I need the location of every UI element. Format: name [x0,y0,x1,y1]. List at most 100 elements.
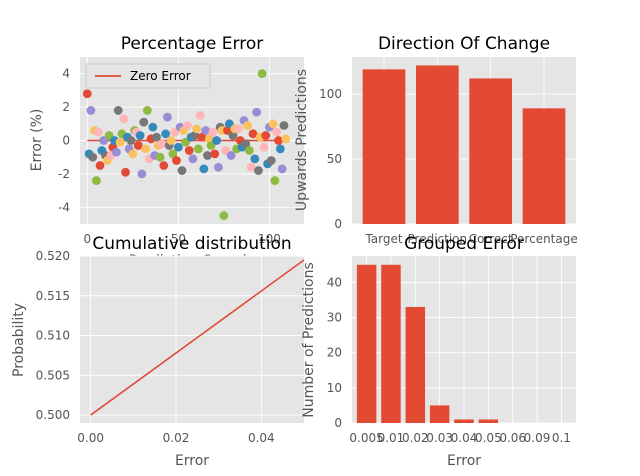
data-point [210,149,220,159]
data-point [270,176,280,185]
data-point [135,131,145,140]
data-point [183,121,192,130]
data-point [241,139,251,149]
x-tick-label: 0 [83,232,91,246]
panel-cumulative-distribution: 0.00 0.02 0.04 0.500 0.505 0.510 0.515 0.520 Cu… [11,234,305,469]
x-tick-label: 0.01 [378,431,405,445]
data-point [195,111,205,120]
y-tick-label: 0 [334,416,342,430]
data-point [190,131,200,140]
data-point [126,136,136,145]
x-tick-label: 50 [171,232,186,246]
x-tick-label: 0.03 [426,431,453,445]
data-point [261,131,271,140]
x-tick-label: Correct [469,232,513,246]
panel-grouped-error: 0102030400.0050.010.020.030.040.050.060.… [301,234,576,469]
y-tick-label: 50 [327,152,342,166]
x-axis-label: Error [175,453,209,469]
data-point [199,164,209,174]
bar [469,78,512,225]
x-axis-label: Error [447,453,481,469]
data-point [82,89,92,99]
x-tick-label: Percentage [510,232,578,246]
bar [405,306,426,423]
y-tick-label: -2 [58,167,70,181]
x-tick-label: 0.1 [552,431,571,445]
bar [381,264,401,423]
data-point [250,154,260,164]
y-tick-label: 30 [327,311,342,325]
bar [356,264,377,423]
x-tick-label: 100 [258,232,281,246]
data-point [188,154,198,164]
data-point [128,149,138,159]
y-tick-label: 0.520 [36,249,70,263]
data-point [91,176,101,185]
data-point [192,124,201,134]
data-point [142,106,152,115]
x-tick-label: 0.005 [349,431,383,445]
y-axis-label: Number of Predictions [301,262,317,417]
data-point [159,161,169,170]
data-point [201,126,211,135]
chart-title: Grouped Error [404,234,524,254]
data-point [277,164,287,174]
data-point [279,121,289,130]
data-point [197,132,207,142]
data-point [226,151,236,160]
data-point [275,144,285,154]
data-point [252,107,262,117]
data-point [121,167,130,177]
data-point [243,121,252,130]
y-axis-label: Probability [11,303,27,377]
x-tick-label: 0.05 [475,431,502,445]
y-tick-label: 0.510 [36,329,70,343]
data-point [137,169,147,179]
bar [429,405,450,423]
data-point [274,136,283,145]
data-point [161,129,170,139]
data-point [219,211,229,221]
y-axis-label: Error (%) [29,109,45,172]
y-tick-label: 2 [62,100,70,114]
data-point [152,132,161,142]
data-point [95,161,105,170]
x-tick-label: 0.02 [163,431,190,445]
data-point [168,149,178,159]
data-point [281,134,291,144]
chart-title: Cumulative distribution [92,234,291,254]
x-tick-label: 0.00 [77,431,104,445]
data-point [257,69,267,79]
data-point [177,166,187,175]
chart-title: Direction Of Change [378,34,550,54]
data-point [204,134,214,144]
data-point [208,127,218,137]
data-point [173,142,183,152]
data-point [203,151,212,160]
bar [362,69,406,224]
data-point [246,162,256,172]
y-tick-label: 100 [319,87,342,101]
data-point [115,137,125,147]
chart-title: Percentage Error [121,34,263,54]
data-point [228,131,238,140]
legend: Zero Error [85,63,211,89]
y-tick-label: 20 [327,346,342,360]
x-tick-label: 0.02 [402,431,429,445]
data-point [214,162,223,172]
x-tick-label: Prediction [408,232,468,246]
x-tick-label: 0.09 [524,431,551,445]
data-point [155,152,165,162]
data-point [112,147,121,157]
data-point [166,136,176,145]
data-point [266,156,276,165]
data-point [259,142,269,152]
cumulative-line [90,259,305,416]
y-tick-label: 0.505 [36,368,70,382]
data-point [234,124,243,134]
legend-entry-zero-error: Zero Error [130,69,191,83]
y-tick-label: 0 [62,134,70,148]
